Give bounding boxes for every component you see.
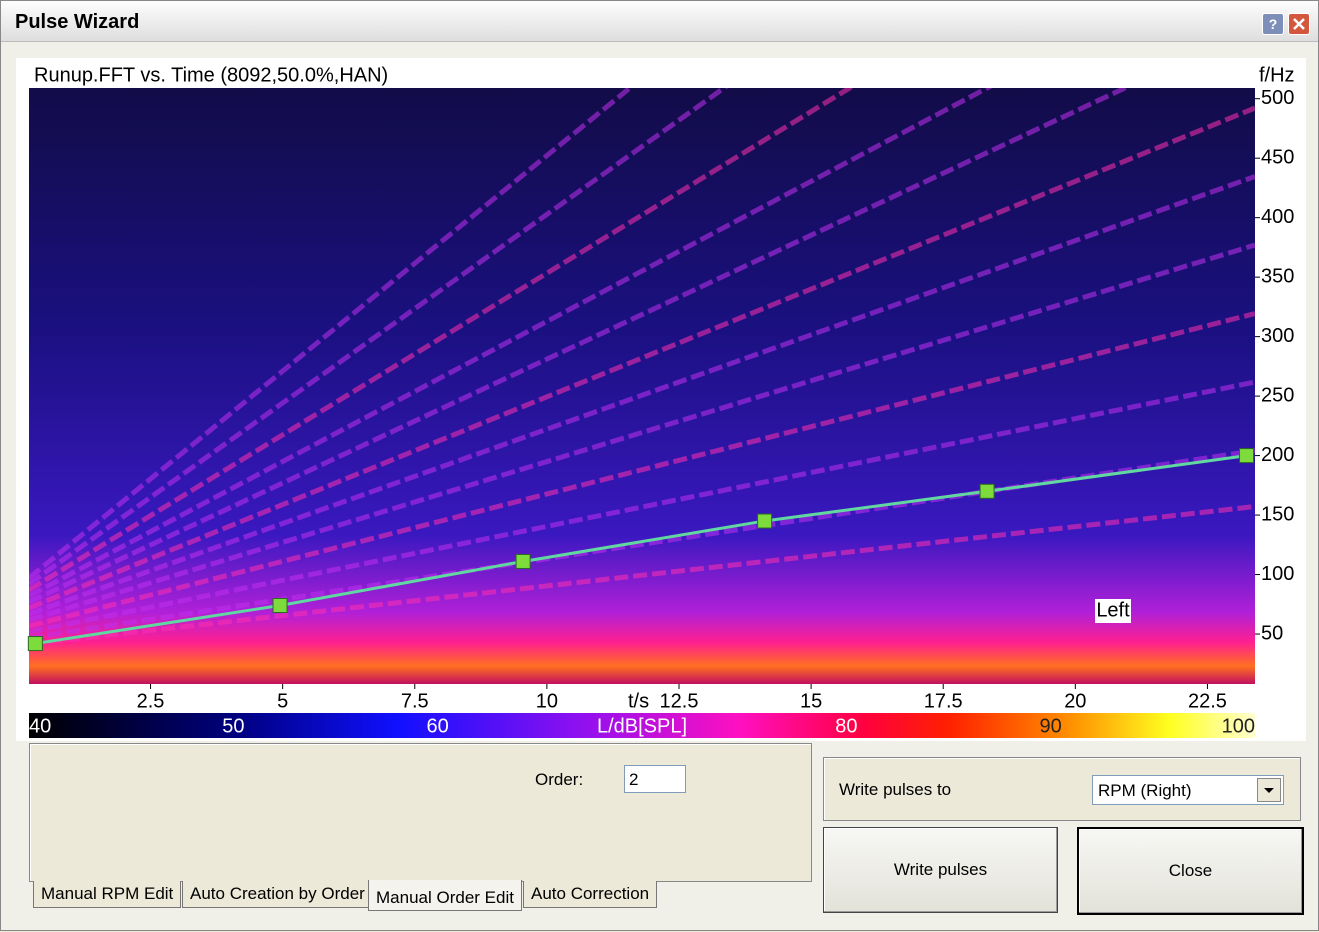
y-tick-label: 50: [1261, 622, 1283, 644]
colorbar-tick-label: 60: [427, 715, 449, 737]
y-tick-label: 200: [1261, 444, 1294, 466]
tab[interactable]: Auto Correction: [523, 881, 658, 908]
harmonic-texture: [29, 105, 1255, 611]
harmonic-texture: [29, 504, 1255, 647]
select-value: RPM (Right): [1098, 781, 1192, 800]
tab[interactable]: Manual RPM Edit: [33, 881, 182, 908]
harmonic-texture: [29, 242, 1255, 623]
harmonic-texture: [29, 311, 1255, 629]
chart-panel: [16, 58, 1306, 741]
order-marker: [757, 513, 773, 529]
x-tick-label: 10: [536, 690, 558, 712]
x-tick-label: 15: [800, 690, 822, 712]
harmonic-texture: [29, 174, 1255, 617]
y-tick-label: 450: [1261, 146, 1294, 168]
order-marker: [979, 483, 995, 499]
order-marker: [27, 636, 43, 652]
x-tick-label: 20: [1064, 690, 1086, 712]
order-marker: [1239, 448, 1255, 464]
colorbar-tick-label: 80: [835, 715, 857, 737]
colorbar-tick-label: 40: [29, 715, 51, 737]
chart-title: Runup.FFT vs. Time (8092,50.0%,HAN): [34, 64, 388, 86]
harmonic-texture: [29, 448, 1255, 641]
x-axis-label: t/s: [628, 690, 649, 712]
close-window-button[interactable]: [1288, 13, 1310, 35]
help-button[interactable]: ?: [1262, 13, 1284, 35]
colorbar-tick-label: 90: [1040, 715, 1062, 737]
spectrogram-image: [29, 88, 1255, 684]
y-tick-label: 250: [1261, 384, 1294, 406]
dropdown-arrow: [1264, 788, 1274, 793]
harmonic-texture: [29, 88, 729, 587]
spectrogram-texture: [29, 88, 1255, 647]
write-pulses-button[interactable]: Write pulses: [823, 827, 1058, 913]
order-line: [35, 454, 1247, 646]
y-axis-label: f/Hz: [1259, 64, 1295, 86]
title-bar: Pulse Wizard ?: [1, 1, 1318, 42]
annotation: Left: [1096, 599, 1130, 621]
harmonic-texture: [29, 379, 1255, 635]
harmonic-texture: [29, 88, 1131, 605]
y-tick-label: 100: [1261, 563, 1294, 585]
y-tick-label: 300: [1261, 325, 1294, 347]
x-tick-label: 2.5: [137, 690, 165, 712]
order-input[interactable]: 2: [624, 765, 686, 793]
dropdown-button[interactable]: [1257, 778, 1281, 802]
harmonic-texture: [29, 88, 993, 599]
order-label: Order:: [535, 770, 584, 789]
order-marker: [272, 597, 288, 613]
harmonic-texture: [29, 88, 634, 580]
write-to-label: Write pulses to: [839, 780, 952, 799]
colorbar: [29, 713, 1255, 738]
y-tick-label: 150: [1261, 503, 1294, 525]
close-icon: [1293, 18, 1305, 30]
window-title: Pulse Wizard: [15, 11, 140, 33]
tab[interactable]: Manual Order Edit: [368, 880, 522, 911]
x-tick-label: 12.5: [660, 690, 699, 712]
y-tick-label: 350: [1261, 265, 1294, 287]
x-tick-label: 5: [277, 690, 288, 712]
order-marker: [515, 553, 531, 569]
y-tick-label: 500: [1261, 87, 1294, 109]
tab[interactable]: Auto Creation by Order: [182, 881, 373, 908]
colorbar-tick-label: 100: [1222, 715, 1255, 737]
x-tick-label: 7.5: [401, 690, 429, 712]
colorbar-label: L/dB[SPL]: [597, 715, 687, 737]
write-to-select[interactable]: RPM (Right): [1092, 775, 1284, 805]
y-tick-label: 400: [1261, 206, 1294, 228]
tab-panel: [29, 743, 812, 882]
annotation-bg: [1095, 599, 1131, 623]
x-tick-label: 22.5: [1188, 690, 1227, 712]
harmonic-texture: [29, 88, 855, 593]
x-tick-label: 17.5: [924, 690, 963, 712]
colorbar-tick-label: 50: [222, 715, 244, 737]
close-button[interactable]: Close: [1077, 827, 1304, 915]
